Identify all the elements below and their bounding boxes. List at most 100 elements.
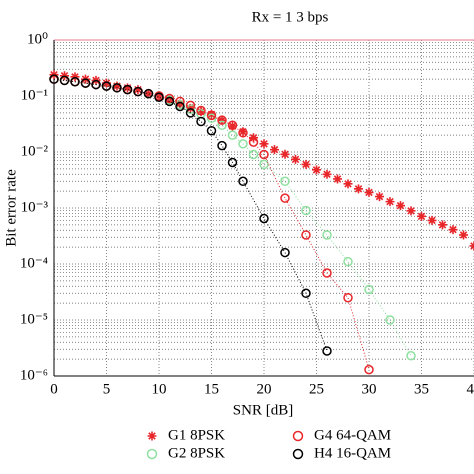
data-point — [227, 157, 238, 168]
data-point — [248, 149, 259, 160]
data-point — [227, 130, 238, 140]
y-tick-label: 10⁻² — [21, 143, 49, 159]
data-point — [238, 176, 248, 187]
data-point — [112, 83, 122, 93]
x-tick-label: 30 — [362, 381, 377, 397]
data-point — [259, 213, 269, 224]
data-point — [280, 247, 290, 258]
data-point — [185, 108, 196, 118]
data-point — [206, 125, 217, 136]
legend-marker — [292, 430, 304, 442]
data-point — [217, 140, 227, 151]
data-point — [343, 179, 353, 189]
data-point — [228, 121, 237, 131]
data-point — [312, 165, 321, 175]
data-point — [291, 154, 300, 164]
data-point — [133, 85, 143, 95]
legend-label: G4 64-QAM — [314, 427, 391, 443]
data-point — [280, 149, 290, 159]
legend-label: H4 16-QAM — [314, 445, 391, 461]
data-point — [333, 174, 342, 184]
y-tick-label: 10⁻⁵ — [20, 311, 48, 327]
data-point — [259, 149, 269, 160]
y-axis-label: Bit error rate — [3, 169, 19, 247]
data-point — [49, 74, 59, 84]
x-tick-label: 5 — [103, 381, 111, 397]
x-tick-label: 20 — [257, 381, 272, 397]
data-point — [364, 364, 374, 375]
y-tick-label: 10⁻⁴ — [20, 255, 48, 271]
x-tick-label: 15 — [204, 381, 219, 397]
legend-marker — [292, 448, 304, 460]
y-tick-label: 10⁰ — [27, 31, 48, 47]
data-point — [101, 81, 112, 91]
data-point — [206, 113, 217, 124]
data-point — [280, 176, 290, 187]
data-point — [259, 139, 269, 149]
data-point — [185, 104, 196, 114]
data-point — [238, 128, 248, 138]
data-point — [459, 230, 468, 240]
data-point — [301, 230, 311, 240]
data-point — [238, 139, 248, 149]
data-point — [322, 346, 332, 356]
data-point — [469, 241, 474, 251]
data-point — [343, 292, 353, 303]
x-axis-label: SNR [dB] — [233, 402, 293, 418]
data-point — [427, 215, 437, 225]
data-point — [322, 169, 332, 179]
data-point — [217, 115, 227, 125]
data-point — [301, 205, 311, 216]
data-point — [70, 76, 80, 87]
data-point — [270, 145, 279, 155]
data-point — [175, 99, 185, 109]
data-point — [196, 116, 206, 127]
data-point — [123, 83, 132, 93]
chart-title: Rx = 1 3 bps — [252, 9, 329, 25]
y-tick-label: 10⁻³ — [21, 199, 49, 215]
data-point — [227, 120, 238, 131]
data-point — [91, 79, 101, 90]
series-line — [53, 78, 328, 352]
data-point — [144, 89, 153, 99]
y-tick-label: 10⁻⁶ — [20, 367, 48, 383]
data-point — [322, 230, 332, 240]
x-tick-label: 40 — [467, 381, 474, 397]
data-point — [248, 137, 259, 147]
data-point — [164, 93, 175, 104]
data-point — [196, 106, 206, 116]
data-point — [354, 184, 363, 194]
data-point — [438, 220, 447, 230]
data-point — [448, 225, 458, 235]
data-point — [364, 187, 374, 197]
data-point — [70, 72, 80, 82]
x-tick-label: 10 — [152, 381, 167, 397]
data-point — [206, 110, 217, 121]
data-point — [102, 78, 111, 88]
data-point — [154, 91, 164, 101]
data-point — [80, 78, 91, 88]
y-tick-label: 10⁻¹ — [21, 87, 48, 103]
data-point — [143, 88, 154, 99]
data-point — [175, 96, 185, 107]
data-point — [217, 120, 227, 131]
data-point — [322, 268, 332, 278]
x-tick-label: 0 — [50, 381, 58, 397]
data-point — [417, 211, 426, 221]
data-point — [196, 105, 206, 116]
x-tick-label: 35 — [414, 381, 429, 397]
data-point — [343, 256, 353, 267]
x-tick-label: 25 — [309, 381, 324, 397]
data-point — [133, 86, 143, 97]
data-point — [385, 315, 395, 325]
data-point — [122, 84, 133, 95]
data-point — [406, 206, 416, 216]
legend-marker — [146, 448, 158, 460]
data-point — [301, 159, 311, 169]
data-point — [59, 75, 70, 86]
data-point — [385, 197, 395, 207]
data-point — [364, 284, 374, 295]
data-point — [406, 350, 416, 361]
legend-marker — [147, 431, 157, 441]
